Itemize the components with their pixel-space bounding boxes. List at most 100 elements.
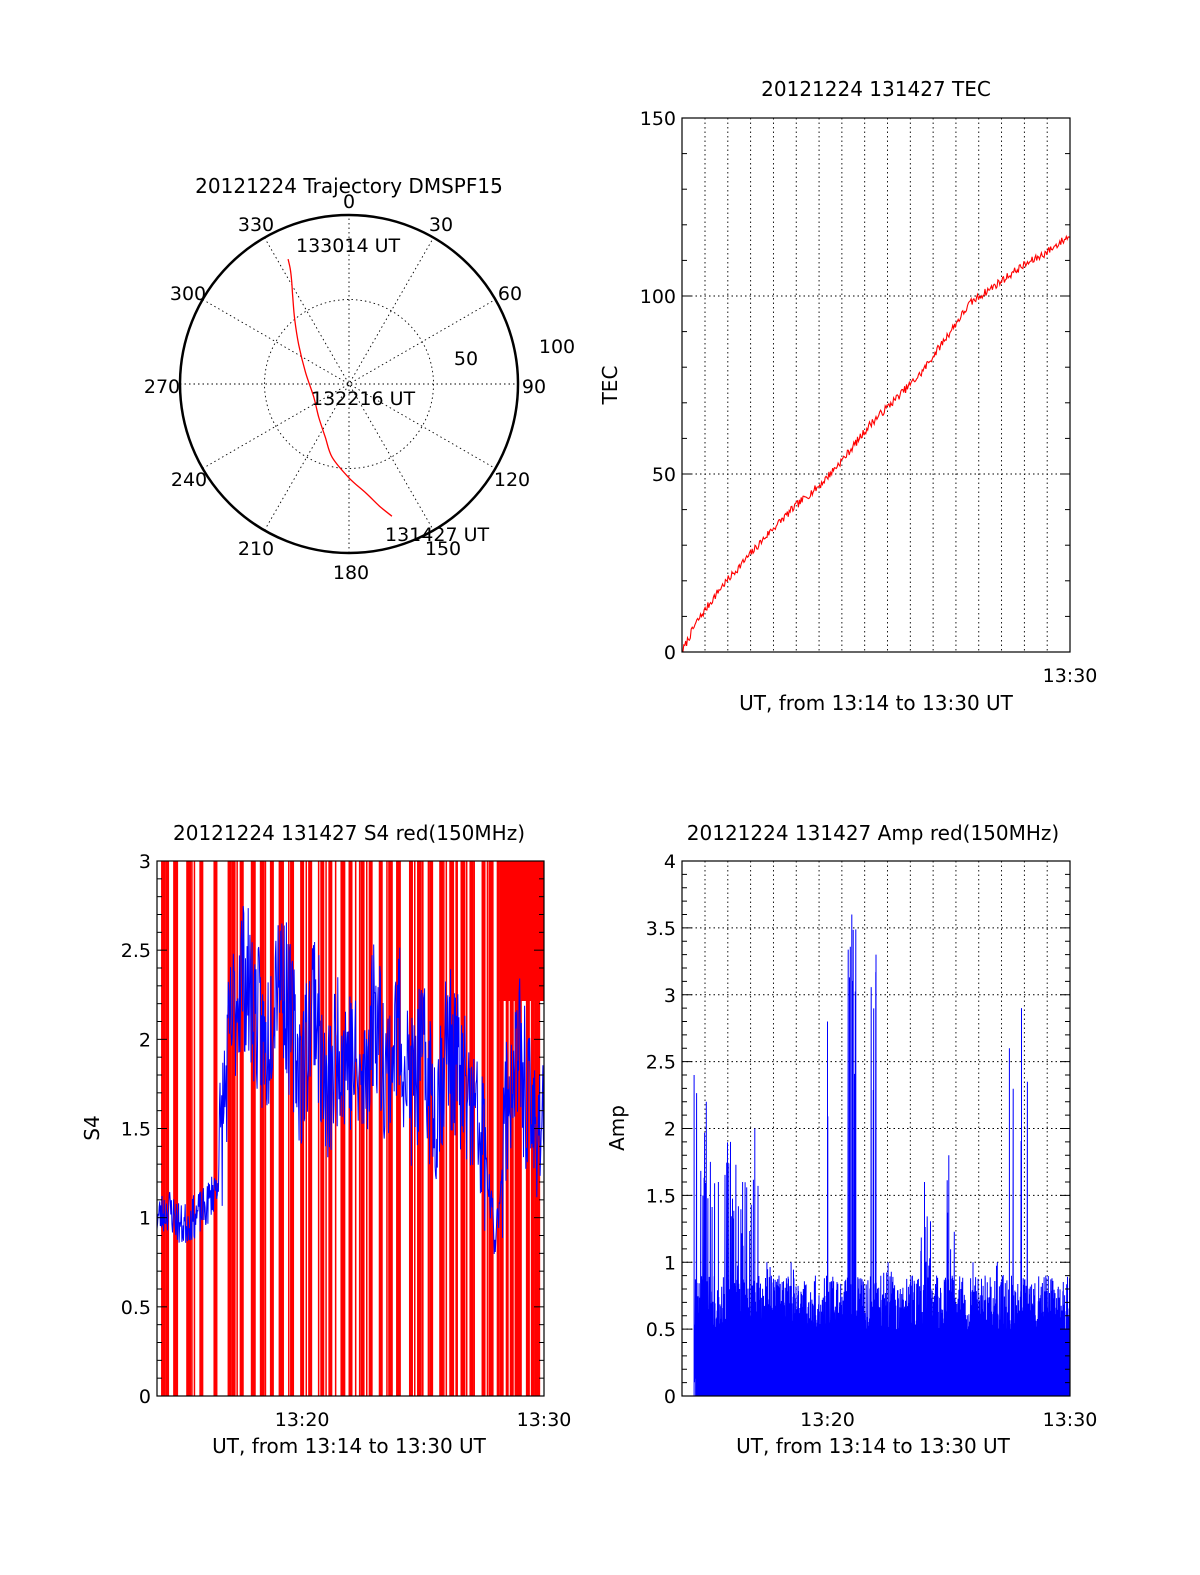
- red-s4-bar: [173, 861, 178, 1396]
- red-s4-bar: [429, 861, 434, 1396]
- azimuth-label: 300: [170, 283, 206, 305]
- red-s4-bar: [509, 861, 514, 1396]
- red-s4-bar: [516, 861, 520, 1396]
- red-s4-bar: [264, 861, 267, 1396]
- red-s4-bar: [456, 861, 458, 1396]
- red-s4-bar: [413, 861, 416, 1396]
- red-s4-bar: [388, 861, 393, 1396]
- red-s4-bar: [290, 861, 295, 1396]
- y-tick-label: 0: [139, 1386, 151, 1408]
- y-tick-label: 0.5: [121, 1297, 151, 1319]
- red-s4-bar: [486, 861, 489, 1396]
- red-s4-bar: [396, 861, 398, 1396]
- red-s4-bar: [334, 861, 337, 1396]
- red-s4-bar: [250, 861, 253, 1396]
- blue-amp-base-fill: [695, 1329, 1070, 1396]
- y-tick-label: 3.5: [646, 918, 676, 940]
- tec-panel: 20121224 131427 TEC 0 50 100 150 13:30 UT, fro…: [598, 77, 1097, 715]
- azimuth-label: 210: [238, 538, 274, 560]
- red-s4-bar: [328, 861, 333, 1396]
- y-tick-label: 1.5: [646, 1185, 676, 1207]
- red-s4-bar: [231, 861, 236, 1396]
- y-tick-label: 50: [652, 464, 676, 486]
- red-s4-bar: [214, 861, 216, 1396]
- red-s4-bar: [278, 861, 281, 1396]
- trajectory-line: [287, 258, 393, 517]
- red-s4-bar: [193, 861, 196, 1396]
- chart-title: 20121224 131427 S4 red(150MHz): [173, 821, 525, 845]
- red-s4-bar: [241, 861, 243, 1396]
- azimuth-label: 120: [494, 469, 530, 491]
- azimuth-label: 60: [498, 283, 522, 305]
- red-s4-bar: [354, 861, 357, 1396]
- red-s4-bar: [378, 861, 383, 1396]
- red-s4-bar: [236, 861, 238, 1396]
- y-tick-label: 100: [640, 286, 676, 308]
- red-s4-bar: [488, 861, 491, 1396]
- red-s4-bar: [187, 861, 192, 1396]
- azimuth-label: 150: [425, 538, 461, 560]
- red-s4-bar: [259, 861, 264, 1396]
- azimuth-label: 30: [429, 214, 453, 236]
- red-s4-bar: [427, 861, 430, 1396]
- y-tick-label: 2: [664, 1119, 676, 1141]
- azimuth-label: 330: [238, 214, 274, 236]
- time-annotation: 131427 UT: [385, 524, 489, 546]
- red-s4-bar: [455, 861, 457, 1396]
- polar-elevation-circle: [264, 299, 434, 469]
- red-s4-bar: [445, 861, 448, 1396]
- elevation-label: 50: [454, 348, 478, 370]
- red-s4-bar: [308, 861, 311, 1396]
- blue-s4-line: [156, 906, 545, 1255]
- tec-series-line: [682, 234, 1071, 653]
- red-s4-bar: [242, 861, 244, 1396]
- red-s4-bar: [288, 861, 290, 1396]
- azimuth-label: 90: [522, 376, 546, 398]
- red-s4-bar: [191, 861, 193, 1396]
- red-s4-bar: [263, 861, 265, 1396]
- red-s4-bar: [199, 861, 204, 1396]
- amp-panel: 20121224 131427 Amp red(150MHz) 0 0.5 1 1.5 2…: [605, 821, 1097, 1458]
- red-s4-bar: [386, 861, 388, 1396]
- x-tick-label: 13:20: [275, 1409, 330, 1431]
- chart-title: 20121224 131427 TEC: [761, 77, 991, 101]
- red-s4-bar: [460, 861, 462, 1396]
- red-s4-bar: [514, 861, 518, 1396]
- red-s4-bar: [165, 861, 170, 1396]
- red-s4-dense-block: [499, 861, 544, 1001]
- y-tick-label: 0: [664, 642, 676, 664]
- red-s4-bar: [496, 861, 500, 1396]
- red-s4-bar: [365, 861, 368, 1396]
- plot-frame: [156, 860, 545, 1397]
- red-s4-bar: [358, 861, 361, 1396]
- red-s4-bar: [229, 861, 231, 1396]
- red-s4-bar: [396, 861, 401, 1396]
- azimuth-label: 270: [144, 376, 180, 398]
- x-axis-label: UT, from 13:14 to 13:30 UT: [739, 691, 1014, 715]
- y-tick-label: 3: [664, 985, 676, 1007]
- x-axis-label: UT, from 13:14 to 13:30 UT: [212, 1434, 487, 1458]
- x-tick-label: 13:30: [517, 1409, 572, 1431]
- red-s4-bar: [422, 861, 424, 1396]
- red-s4-bar: [481, 861, 486, 1396]
- chart-title: 20121224 131427 Amp red(150MHz): [687, 821, 1059, 845]
- s4-panel: 20121224 131427 S4 red(150MHz) 0 0.5 1 1.5 2 2…: [80, 821, 571, 1458]
- red-s4-bar: [343, 861, 346, 1396]
- x-tick-label: 13:30: [1043, 665, 1098, 687]
- y-tick-label: 3: [139, 851, 151, 873]
- red-s4-bar: [417, 861, 422, 1396]
- red-s4-bar: [368, 861, 373, 1396]
- blue-amp-line: [693, 914, 1071, 1396]
- azimuth-label: 0: [343, 191, 355, 213]
- red-s4-bar: [186, 861, 188, 1396]
- azimuth-label: 240: [171, 469, 207, 491]
- red-s4-bar: [443, 861, 445, 1396]
- y-axis-label: S4: [80, 1115, 104, 1140]
- red-s4-bar: [421, 861, 423, 1396]
- red-s4-bar: [317, 861, 320, 1396]
- red-s4-series: [161, 861, 544, 1396]
- red-s4-bar: [251, 861, 256, 1396]
- red-s4-bar: [320, 861, 323, 1396]
